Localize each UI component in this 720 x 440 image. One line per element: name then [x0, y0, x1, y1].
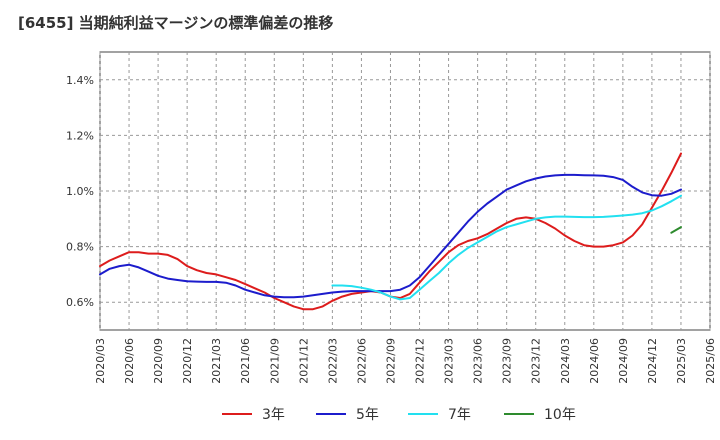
x-tick-label: 2024/03	[559, 338, 572, 384]
x-tick-label: 2023/12	[530, 338, 543, 384]
x-tick-label: 2025/06	[704, 338, 717, 384]
x-tick-label: 2024/12	[646, 338, 659, 384]
legend-label-3年: 3年	[262, 407, 285, 423]
y-tick-label: 1.4%	[66, 74, 94, 87]
series-line-7年	[331, 194, 682, 301]
series-line-10年	[670, 226, 682, 234]
x-tick-label: 2020/06	[123, 338, 136, 384]
chart-title: [6455] 当期純利益マージンの標準偏差の推移	[18, 14, 334, 32]
x-tick-label: 2024/09	[617, 338, 630, 384]
x-tick-label: 2023/03	[443, 338, 456, 384]
x-axis-ticks: 2020/03 2020/06 2020/09 2020/12 2021/03 2021/…	[94, 338, 717, 384]
x-tick-label: 2022/03	[326, 338, 339, 384]
grid-lines	[99, 51, 711, 331]
x-tick-label: 2021/03	[210, 338, 223, 384]
x-tick-label: 2022/09	[384, 338, 397, 384]
x-tick-label: 2022/06	[355, 338, 368, 384]
legend-label-10年: 10年	[544, 407, 576, 423]
y-tick-label: 0.6%	[66, 296, 94, 309]
x-tick-label: 2023/09	[501, 338, 514, 384]
x-tick-label: 2021/12	[297, 338, 310, 384]
series-line-3年	[99, 152, 682, 311]
legend-label-5年: 5年	[356, 407, 379, 423]
series-lines	[99, 152, 682, 311]
y-tick-label: 1.0%	[66, 185, 94, 198]
x-tick-label: 2024/06	[588, 338, 601, 384]
y-tick-label: 0.8%	[66, 241, 94, 254]
y-tick-label: 1.2%	[66, 129, 94, 142]
series-line-5年	[99, 173, 682, 299]
x-tick-label: 2021/09	[268, 338, 281, 384]
x-tick-label: 2021/06	[239, 338, 252, 384]
y-axis-ticks: 0.6% 0.8% 1.0% 1.2% 1.4%	[66, 74, 94, 309]
x-tick-label: 2020/09	[152, 338, 165, 384]
x-tick-label: 2020/03	[94, 338, 107, 384]
x-tick-label: 2022/12	[414, 338, 427, 384]
legend-label-7年: 7年	[448, 407, 471, 423]
legend: 3年 5年 7年 10年	[222, 407, 576, 423]
x-tick-label: 2020/12	[181, 338, 194, 384]
x-tick-label: 2025/03	[675, 338, 688, 384]
x-tick-label: 2023/06	[472, 338, 485, 384]
